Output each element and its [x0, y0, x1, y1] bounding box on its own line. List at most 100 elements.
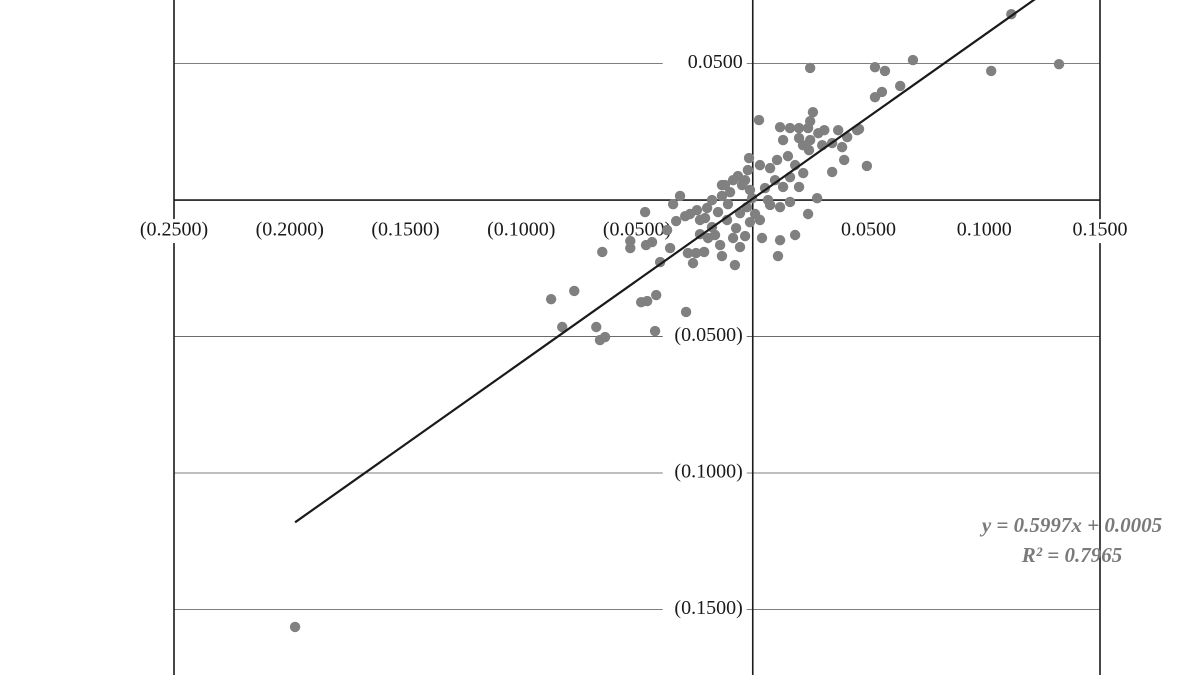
data-point — [674, 190, 686, 202]
data-point — [838, 154, 850, 166]
data-point — [599, 331, 611, 343]
data-point — [774, 234, 786, 246]
data-point — [739, 230, 751, 242]
data-point — [639, 206, 651, 218]
data-point — [826, 166, 838, 178]
annotation: y = 0.5997x + 0.0005 — [979, 513, 1162, 537]
data-point — [736, 179, 748, 191]
data-point — [694, 214, 706, 226]
data-point — [727, 232, 739, 244]
y-tick-label: 0.0500 — [688, 51, 743, 73]
data-point — [869, 61, 881, 73]
data-point — [869, 91, 881, 103]
data-point — [716, 250, 728, 262]
data-point — [743, 152, 755, 164]
data-point — [774, 121, 786, 133]
x-tick-label-bg — [130, 219, 218, 244]
data-point — [724, 186, 736, 198]
data-point — [730, 222, 742, 234]
data-point — [895, 80, 906, 92]
data-point — [557, 321, 568, 333]
data-point — [545, 293, 557, 305]
x-tick-label: (0.2500) — [140, 219, 208, 241]
data-point — [797, 140, 809, 151]
data-point — [804, 115, 816, 127]
y-tick-label: (0.1500) — [674, 597, 742, 619]
data-point — [764, 162, 776, 174]
y-tick-label-bg — [662, 597, 747, 622]
data-point — [679, 210, 691, 222]
data-point — [591, 321, 602, 333]
data-point — [661, 224, 673, 236]
data-point — [762, 194, 774, 206]
data-point — [682, 247, 694, 259]
data-point — [742, 164, 754, 176]
data-point — [625, 235, 636, 247]
data-point — [804, 134, 816, 146]
data-point — [756, 232, 768, 244]
data-point — [782, 150, 794, 162]
data-point — [793, 122, 805, 134]
x-tick-label: (0.0500) — [603, 219, 671, 241]
data-point — [798, 167, 809, 179]
data-point — [832, 124, 844, 136]
data-point — [907, 54, 919, 66]
data-point — [774, 201, 786, 213]
data-point — [879, 65, 891, 77]
data-point — [985, 65, 997, 77]
data-point — [744, 216, 756, 228]
y-tick-label: (0.1000) — [674, 461, 742, 483]
data-point — [716, 190, 728, 202]
data-point — [772, 250, 784, 262]
data-point — [701, 202, 713, 214]
data-point — [754, 159, 766, 171]
data-point — [789, 229, 801, 241]
trendline — [294, 0, 1036, 524]
x-tick-label-bg — [1056, 219, 1144, 244]
data-point — [640, 239, 652, 251]
data-point — [289, 621, 301, 633]
data-point — [777, 181, 789, 193]
data-point — [597, 246, 608, 258]
data-point — [649, 325, 661, 337]
x-tick-label: 0.0500 — [841, 219, 896, 241]
data-point — [802, 208, 814, 220]
data-point — [784, 196, 796, 208]
data-point — [771, 154, 783, 166]
data-point — [861, 160, 873, 172]
x-tick-label-bg — [361, 219, 450, 244]
data-point — [1053, 58, 1065, 70]
data-point — [811, 192, 823, 204]
data-point — [670, 215, 682, 227]
data-point — [664, 242, 676, 254]
x-tick-label: 0.1500 — [1073, 219, 1128, 241]
x-tick-label: (0.1500) — [371, 219, 439, 241]
data-point — [836, 141, 848, 153]
y-tick-label: (0.0500) — [674, 324, 742, 346]
data-point — [690, 247, 702, 259]
data-point — [706, 194, 718, 206]
x-tick-label-bg — [940, 219, 1029, 244]
data-point — [777, 134, 789, 146]
y-tick-label-bg — [662, 461, 747, 486]
data-point — [691, 204, 703, 216]
data-point — [784, 122, 796, 134]
data-point — [754, 214, 766, 226]
data-point — [712, 206, 724, 218]
x-tick-label-bg — [245, 219, 334, 244]
y-tick-label-bg — [662, 324, 747, 349]
data-point — [734, 241, 746, 253]
annotation: R² = 0.7965 — [1021, 543, 1123, 567]
data-point — [807, 106, 819, 118]
data-point — [654, 256, 666, 268]
x-tick-label: (0.2000) — [256, 219, 324, 241]
data-point — [714, 239, 726, 251]
x-tick-label-bg — [477, 219, 566, 244]
data-point — [651, 289, 662, 301]
data-point — [819, 124, 830, 136]
data-point — [680, 306, 692, 318]
x-tick-label-bg — [824, 219, 913, 244]
x-tick-label: (0.1000) — [487, 219, 555, 241]
data-point — [729, 259, 741, 271]
